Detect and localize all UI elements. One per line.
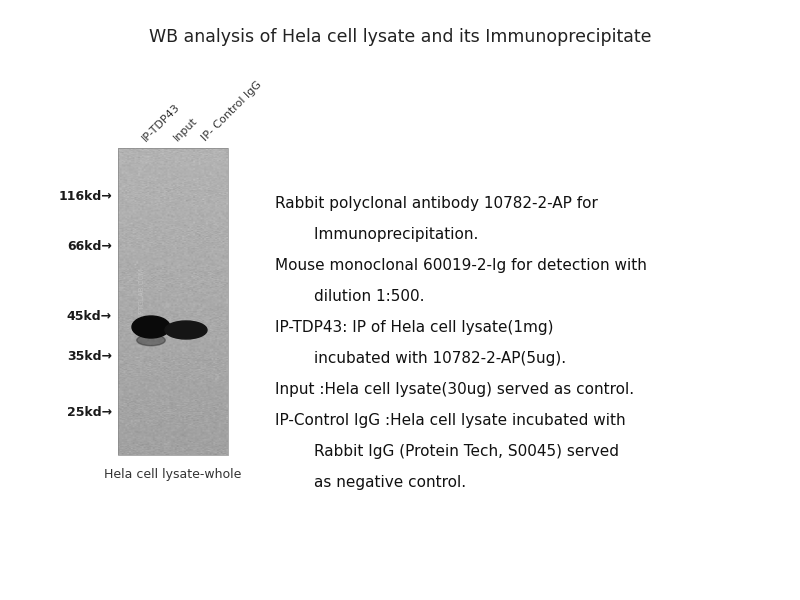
Text: WWW.PTGLAB.COM: WWW.PTGLAB.COM xyxy=(139,268,146,335)
Text: dilution 1:500.: dilution 1:500. xyxy=(275,289,425,304)
Text: WB analysis of Hela cell lysate and its Immunoprecipitate: WB analysis of Hela cell lysate and its … xyxy=(149,28,651,46)
Text: Mouse monoclonal 60019-2-Ig for detection with: Mouse monoclonal 60019-2-Ig for detectio… xyxy=(275,258,647,273)
Text: Rabbit IgG (Protein Tech, S0045) served: Rabbit IgG (Protein Tech, S0045) served xyxy=(275,444,619,459)
Ellipse shape xyxy=(137,335,166,346)
Text: Rabbit polyclonal antibody 10782-2-AP for: Rabbit polyclonal antibody 10782-2-AP fo… xyxy=(275,196,598,211)
Text: Input :Hela cell lysate(30ug) served as control.: Input :Hela cell lysate(30ug) served as … xyxy=(275,382,634,397)
Text: 66kd→: 66kd→ xyxy=(67,241,112,253)
Text: Immunoprecipitation.: Immunoprecipitation. xyxy=(275,227,478,242)
Text: IP-TDP43: IP of Hela cell lysate(1mg): IP-TDP43: IP of Hela cell lysate(1mg) xyxy=(275,320,554,335)
Text: 116kd→: 116kd→ xyxy=(58,190,112,202)
Bar xyxy=(118,148,228,455)
Text: Input: Input xyxy=(172,116,199,143)
Text: 25kd→: 25kd→ xyxy=(67,407,112,419)
Text: IP- Control IgG: IP- Control IgG xyxy=(200,79,264,143)
Text: incubated with 10782-2-AP(5ug).: incubated with 10782-2-AP(5ug). xyxy=(275,351,566,366)
Text: IP-Control IgG :Hela cell lysate incubated with: IP-Control IgG :Hela cell lysate incubat… xyxy=(275,413,626,428)
Ellipse shape xyxy=(165,321,207,339)
Text: 45kd→: 45kd→ xyxy=(67,310,112,323)
Text: as negative control.: as negative control. xyxy=(275,475,466,490)
Text: IP-TDP43: IP-TDP43 xyxy=(140,101,182,143)
Text: Hela cell lysate-whole: Hela cell lysate-whole xyxy=(104,468,242,481)
Ellipse shape xyxy=(132,316,170,338)
Text: 35kd→: 35kd→ xyxy=(67,350,112,364)
